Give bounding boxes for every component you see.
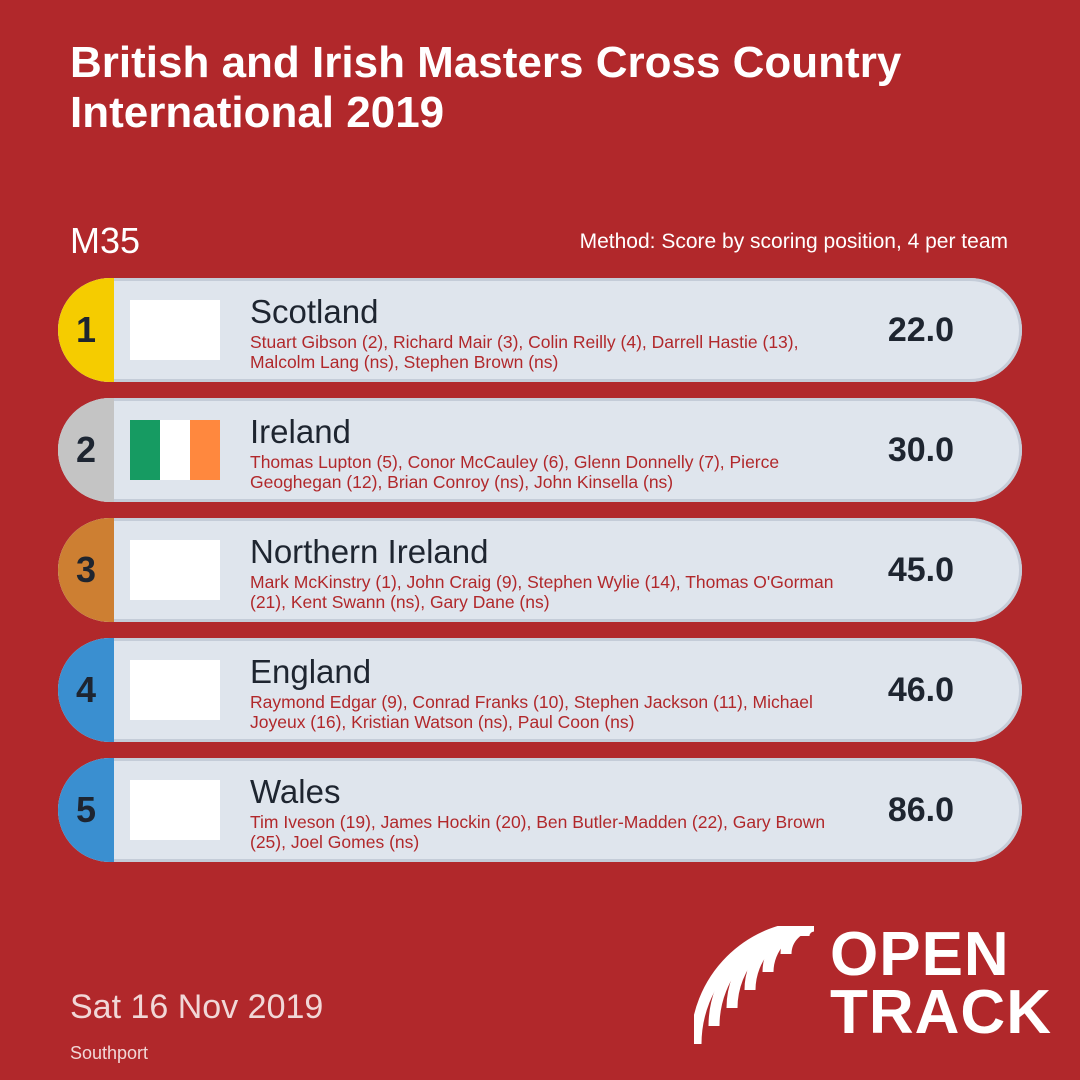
team-flag <box>130 300 220 360</box>
team-score: 86.0 <box>887 790 954 829</box>
result-row[interactable]: 4 England Raymond Edgar (9), Conrad Fran… <box>58 638 1022 742</box>
team-flag <box>130 780 220 840</box>
team-score: 22.0 <box>887 310 954 349</box>
event-date: Sat 16 Nov 2019 <box>70 988 324 1026</box>
team-members: Tim Iveson (19), James Hockin (20), Ben … <box>250 812 826 852</box>
result-row[interactable]: 5 Wales Tim Iveson (19), James Hockin (2… <box>58 758 1022 862</box>
opentrack-logo[interactable]: OPEN TRACK <box>694 920 1054 1047</box>
page-title: British and Irish Masters Cross Country … <box>70 38 902 137</box>
rank-badge: 3 <box>58 518 114 622</box>
flag-stripe <box>190 420 220 480</box>
scoring-method: Method: Score by scoring position, 4 per… <box>579 230 1008 253</box>
event-venue: Southport <box>70 1043 149 1063</box>
team-name: England <box>250 653 372 690</box>
age-category: M35 <box>70 220 141 261</box>
rank-badge: 1 <box>58 278 114 382</box>
result-row[interactable]: 1 Scotland Stuart Gibson (2), Richard Ma… <box>58 278 1022 382</box>
rank-badge: 2 <box>58 398 114 502</box>
team-name: Scotland <box>250 293 379 330</box>
flag-stripe <box>160 420 190 480</box>
team-members: Stuart Gibson (2), Richard Mair (3), Col… <box>250 332 799 372</box>
logo-wordmark: OPEN TRACK <box>830 920 1052 1047</box>
team-flag <box>130 420 220 480</box>
logo-line-track: TRACK <box>830 978 1052 1047</box>
team-score: 45.0 <box>887 550 954 589</box>
opentrack-stripes-icon <box>694 926 815 1045</box>
team-members: Thomas Lupton (5), Conor McCauley (6), G… <box>250 452 780 492</box>
team-name: Wales <box>250 773 341 810</box>
team-flag <box>130 540 220 600</box>
team-flag <box>130 660 220 720</box>
team-members: Raymond Edgar (9), Conrad Franks (10), S… <box>250 692 813 732</box>
team-score: 30.0 <box>887 430 954 469</box>
result-row[interactable]: 2 Ireland Thomas Lupton (5), Conor McCau… <box>58 398 1022 502</box>
rank-badge: 4 <box>58 638 114 742</box>
result-row[interactable]: 3 Northern Ireland Mark McKinstry (1), J… <box>58 518 1022 622</box>
team-name: Ireland <box>250 413 351 450</box>
team-members: Mark McKinstry (1), John Craig (9), Step… <box>250 572 834 612</box>
team-score: 46.0 <box>887 670 954 709</box>
logo-line-open: OPEN <box>830 920 1010 989</box>
results-list: 1 Scotland Stuart Gibson (2), Richard Ma… <box>58 278 1022 878</box>
team-name: Northern Ireland <box>250 533 489 570</box>
flag-stripe <box>130 420 160 480</box>
rank-badge: 5 <box>58 758 114 862</box>
